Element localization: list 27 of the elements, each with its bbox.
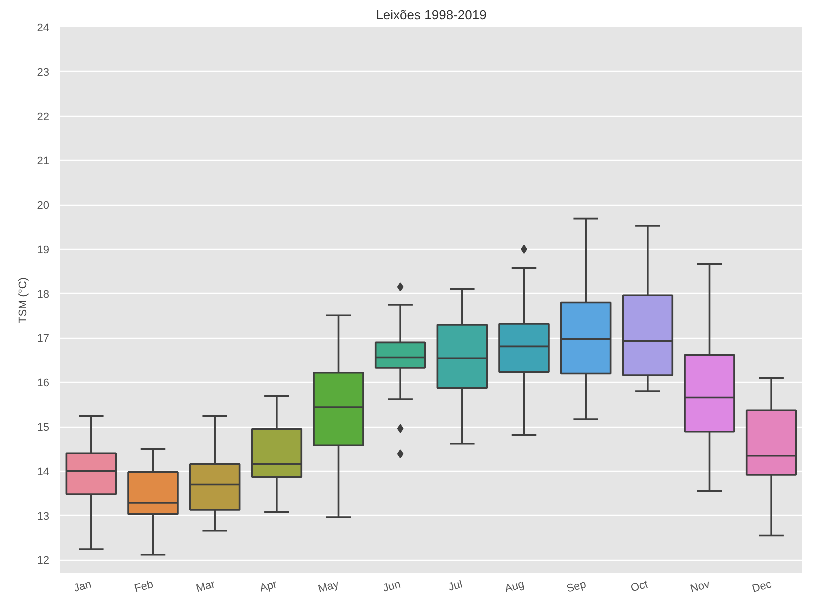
x-tick-label: Jun [382, 578, 402, 595]
y-tick-label: 21 [37, 156, 50, 168]
y-tick-label: 20 [37, 200, 50, 212]
x-tick-label: Nov [689, 578, 712, 596]
y-tick-label: 13 [37, 510, 50, 523]
y-tick-label: 24 [37, 22, 50, 34]
y-tick-label: 19 [37, 244, 50, 256]
x-tick-label: Jan [72, 578, 93, 595]
y-axis-title: TSM (°C) [17, 278, 30, 324]
y-tick-label: 17 [37, 333, 50, 346]
x-tick-label: Oct [630, 578, 650, 595]
x-tick-label: Aug [504, 578, 526, 596]
y-tick-label: 15 [37, 422, 50, 434]
x-tick-label: Sep [566, 578, 588, 596]
y-tick-label: 14 [37, 466, 50, 478]
y-tick-label: 18 [37, 288, 50, 301]
x-tick-label: Apr [258, 578, 279, 595]
y-tick-label: 22 [37, 111, 50, 124]
y-tick-label: 16 [37, 378, 50, 390]
y-tick-label: 23 [37, 66, 50, 79]
x-tick-label: Dec [751, 578, 774, 596]
x-tick-label: Jul [447, 578, 464, 594]
x-tick-label: May [317, 578, 341, 596]
x-tick-label: Feb [133, 578, 155, 596]
y-tick-label: 12 [37, 555, 50, 568]
x-tick-label: Mar [195, 578, 217, 596]
chart-title: Leixões 1998-2019 [376, 8, 487, 22]
